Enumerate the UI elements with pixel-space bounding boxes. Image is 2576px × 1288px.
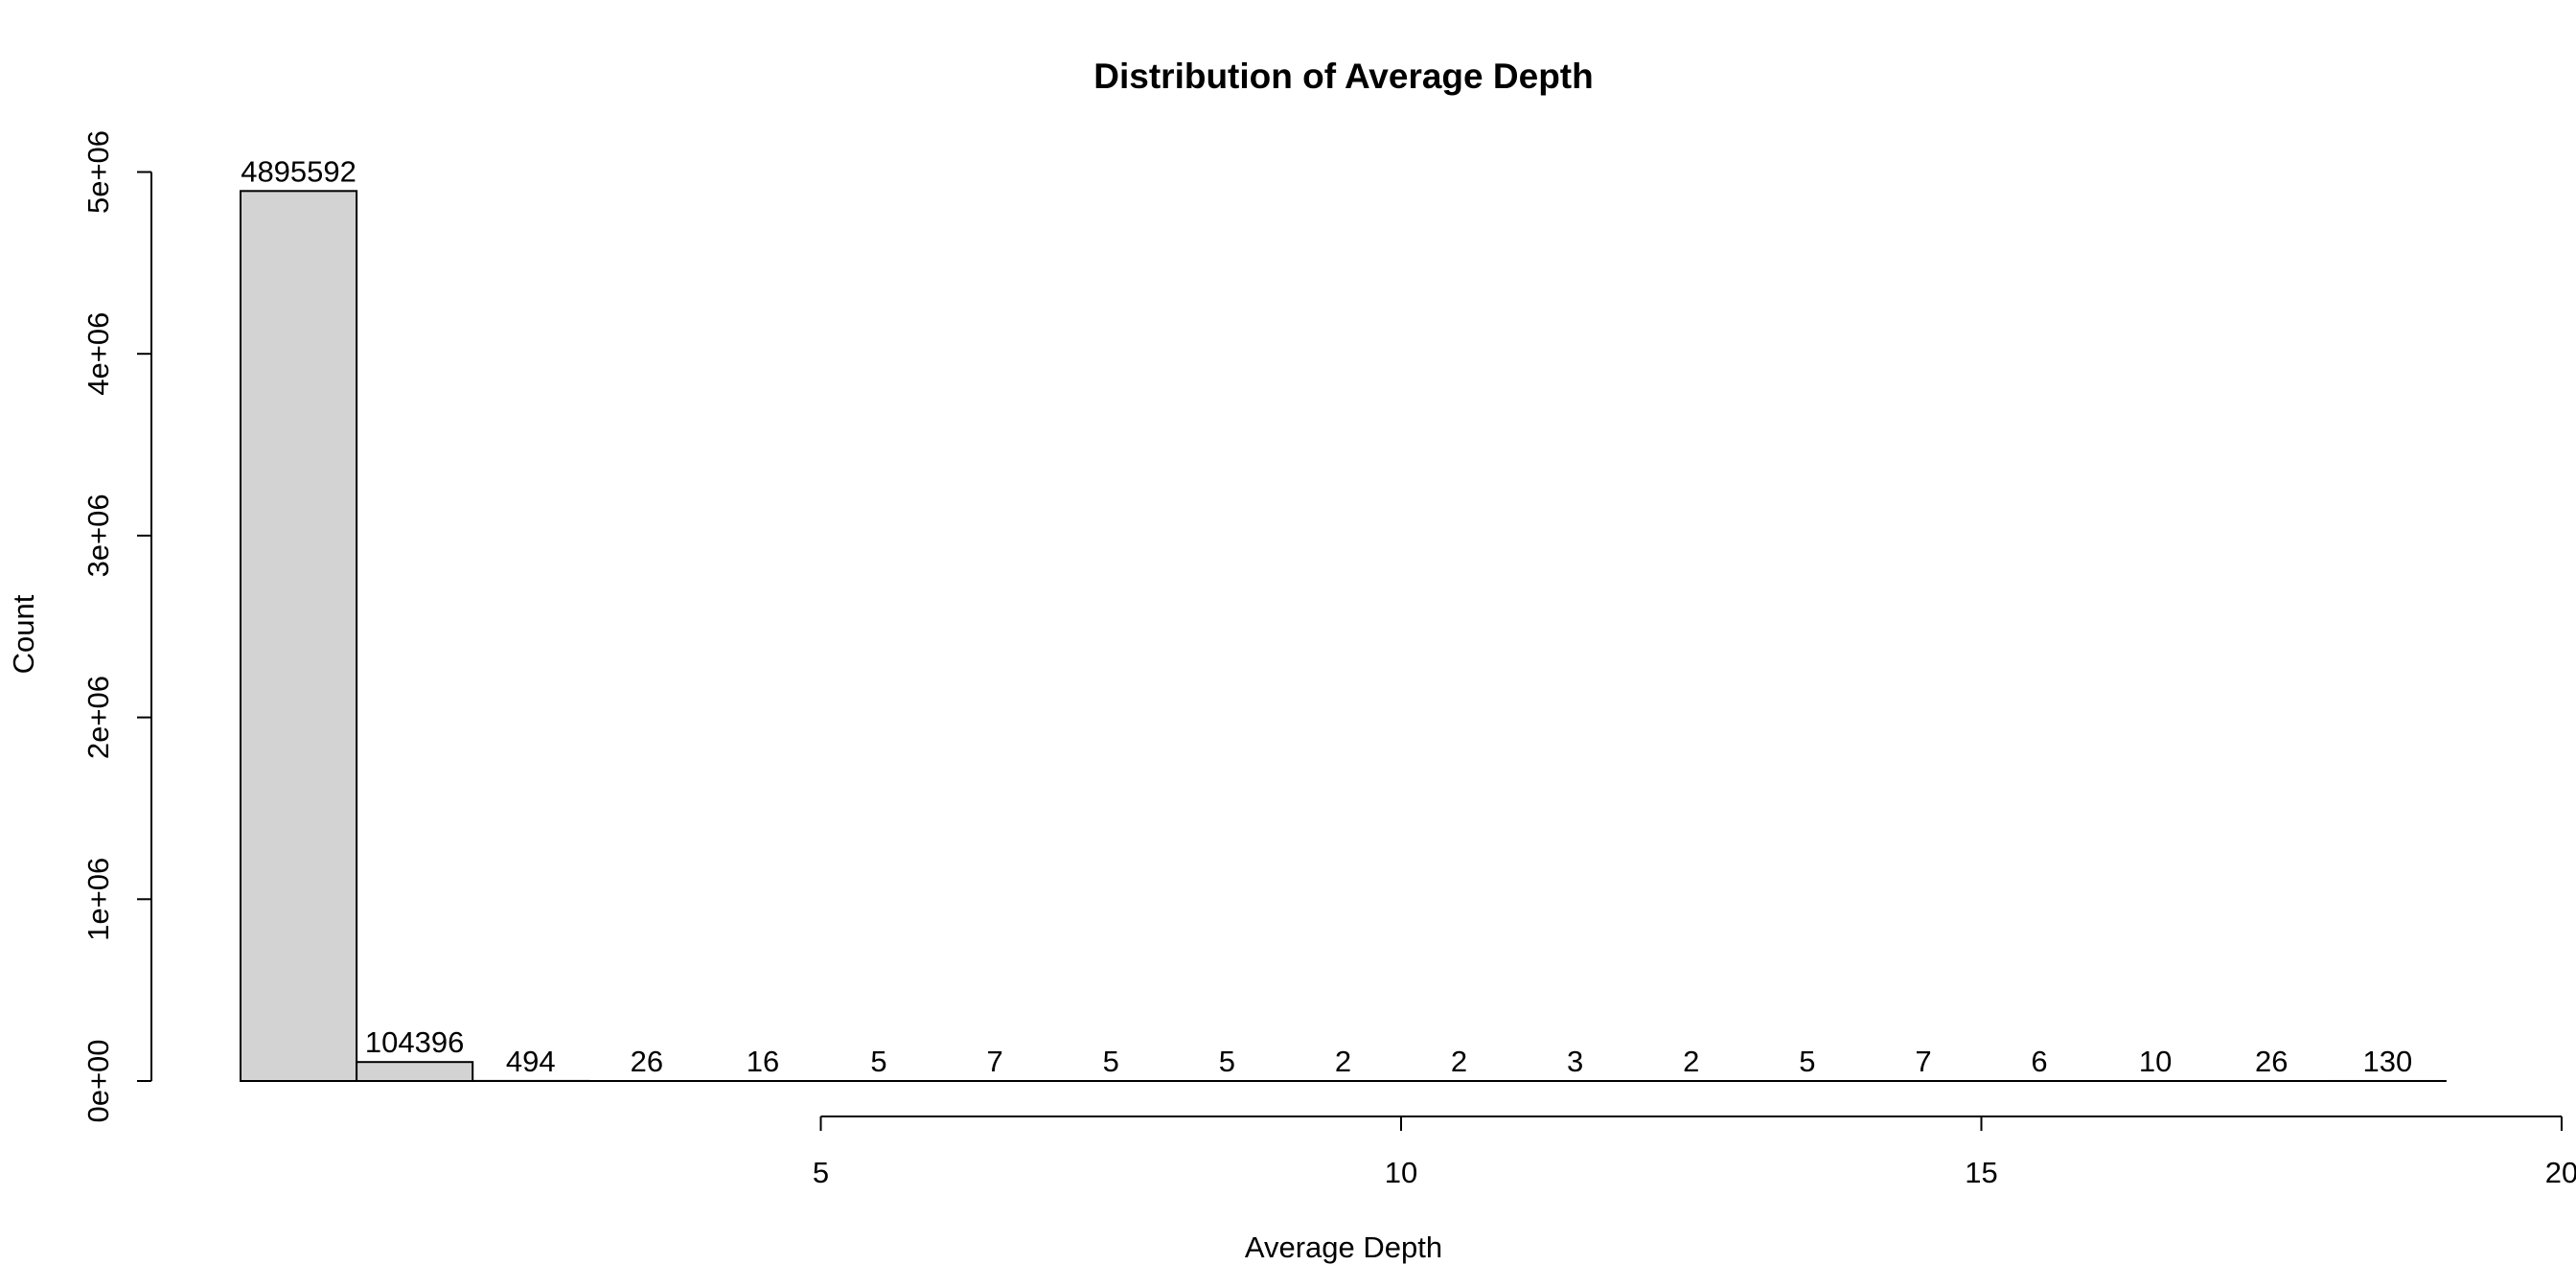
y-tick-label: 5e+06 — [81, 130, 115, 214]
bars-group — [240, 190, 2447, 1083]
y-axis: 0e+00 1e+06 2e+06 3e+06 4e+06 5e+06 — [81, 130, 152, 1123]
y-tick-label: 4e+06 — [81, 312, 115, 396]
bar-value-label: 3 — [1567, 1045, 1583, 1078]
bar-value-label: 5 — [870, 1045, 886, 1078]
y-tick-label: 0e+00 — [81, 1039, 115, 1122]
y-tick-label: 1e+06 — [81, 858, 115, 941]
bar-value-label: 7 — [987, 1045, 1003, 1078]
bar-value-label: 2 — [1451, 1045, 1467, 1078]
bar-value-label: 26 — [631, 1045, 663, 1078]
histogram-bar — [240, 190, 358, 1082]
bar-value-label: 2 — [1335, 1045, 1351, 1078]
data-labels-group: 4895592 104396 494 26 16 5 7 5 5 2 2 3 2 5 7 6 10 26 130 — [241, 154, 2412, 1078]
bar-value-label: 5 — [1103, 1045, 1119, 1078]
y-tick-label: 3e+06 — [81, 494, 115, 577]
bar-value-label: 494 — [506, 1045, 556, 1078]
bar-value-label: 6 — [2031, 1045, 2047, 1078]
histogram-bar — [356, 1061, 474, 1082]
chart-title: Distribution of Average Depth — [1093, 57, 1593, 96]
y-tick-label: 2e+06 — [81, 676, 115, 759]
x-tick-label: 5 — [813, 1156, 829, 1189]
x-axis-title: Average Depth — [1245, 1230, 1442, 1264]
x-tick-label: 15 — [1965, 1156, 1997, 1189]
x-tick-label: 20 — [2545, 1156, 2576, 1189]
bar-value-label: 2 — [1683, 1045, 1699, 1078]
x-tick-label: 10 — [1385, 1156, 1417, 1189]
bar-value-label: 130 — [2362, 1045, 2412, 1078]
bar-value-label: 4895592 — [241, 154, 356, 188]
bar-value-label: 16 — [747, 1045, 779, 1078]
x-axis: 5 10 15 20 — [813, 1116, 2576, 1189]
bar-value-label: 5 — [1799, 1045, 1815, 1078]
bar-value-label: 26 — [2255, 1045, 2288, 1078]
bar-value-label: 7 — [1915, 1045, 1931, 1078]
bar-value-label: 10 — [2139, 1045, 2172, 1078]
bar-value-label: 5 — [1219, 1045, 1235, 1078]
bar-value-label: 104396 — [365, 1025, 464, 1059]
y-axis-title: Count — [7, 594, 40, 674]
